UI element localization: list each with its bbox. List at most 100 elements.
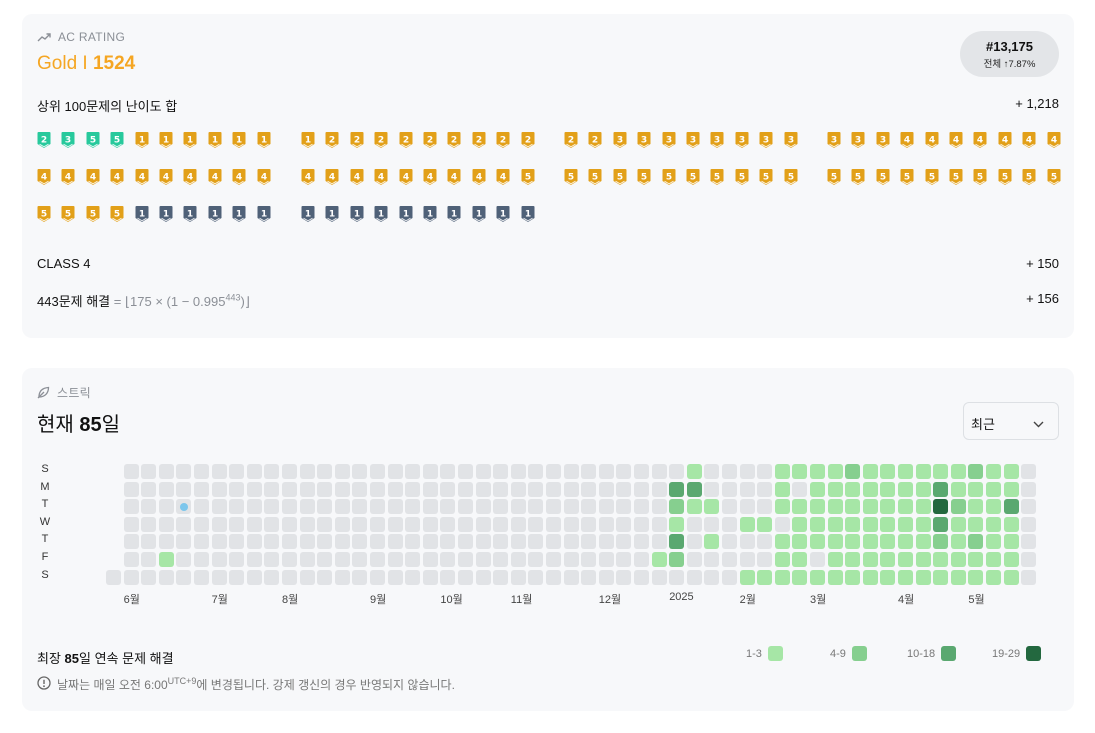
- streak-day-cell[interactable]: [422, 516, 438, 532]
- streak-day-cell[interactable]: [458, 534, 473, 550]
- streak-day-cell[interactable]: [405, 516, 421, 532]
- streak-day-cell[interactable]: [510, 464, 526, 479]
- streak-day-cell[interactable]: [246, 569, 262, 585]
- streak-day-cell[interactable]: [722, 516, 737, 532]
- streak-day-cell[interactable]: [352, 552, 368, 567]
- streak-day-cell[interactable]: [774, 481, 790, 497]
- tier-badge[interactable]: 4: [472, 169, 486, 185]
- streak-day-cell[interactable]: [950, 552, 966, 567]
- streak-day-cell[interactable]: [317, 464, 333, 479]
- streak-day-cell[interactable]: [282, 481, 297, 497]
- streak-day-cell[interactable]: [493, 534, 509, 550]
- streak-day-cell[interactable]: [827, 569, 843, 585]
- streak-day-cell[interactable]: [141, 516, 157, 532]
- streak-day-cell[interactable]: [862, 552, 878, 567]
- streak-day-cell[interactable]: [862, 516, 878, 532]
- streak-day-cell[interactable]: [669, 499, 685, 515]
- tier-badge[interactable]: 4: [900, 132, 914, 148]
- tier-badge[interactable]: 4: [399, 169, 413, 185]
- streak-day-cell[interactable]: [405, 499, 421, 515]
- streak-day-cell[interactable]: [792, 569, 808, 585]
- tier-badge[interactable]: 2: [374, 132, 388, 148]
- streak-day-cell[interactable]: [176, 481, 192, 497]
- tier-badge[interactable]: 4: [350, 169, 364, 185]
- streak-day-cell[interactable]: [686, 516, 702, 532]
- streak-day-cell[interactable]: [317, 516, 333, 532]
- tier-badge[interactable]: 4: [159, 169, 173, 185]
- streak-day-cell[interactable]: [915, 552, 931, 567]
- streak-day-cell[interactable]: [669, 534, 685, 550]
- tier-badge[interactable]: 3: [735, 132, 749, 148]
- streak-day-cell[interactable]: [986, 552, 1001, 567]
- streak-day-cell[interactable]: [528, 464, 544, 479]
- streak-day-cell[interactable]: [405, 534, 421, 550]
- streak-day-cell[interactable]: [704, 534, 720, 550]
- streak-day-cell[interactable]: [282, 552, 297, 567]
- streak-day-cell[interactable]: [299, 464, 315, 479]
- streak-day-cell[interactable]: [915, 481, 931, 497]
- streak-day-cell[interactable]: [898, 534, 913, 550]
- streak-day-cell[interactable]: [282, 569, 297, 585]
- streak-day-cell[interactable]: [827, 534, 843, 550]
- tier-badge[interactable]: 4: [998, 132, 1012, 148]
- streak-day-cell[interactable]: [792, 464, 808, 479]
- streak-day-cell[interactable]: [651, 499, 667, 515]
- streak-day-cell[interactable]: [581, 464, 597, 479]
- streak-day-cell[interactable]: [915, 534, 931, 550]
- streak-day-cell[interactable]: [722, 464, 737, 479]
- streak-day-cell[interactable]: [141, 569, 157, 585]
- tier-badge[interactable]: 3: [637, 132, 651, 148]
- tier-badge[interactable]: 4: [257, 169, 271, 185]
- streak-day-cell[interactable]: [1003, 499, 1019, 515]
- tier-badge[interactable]: 1: [472, 206, 486, 222]
- streak-day-cell[interactable]: [845, 481, 861, 497]
- streak-day-cell[interactable]: [757, 516, 773, 532]
- streak-day-cell[interactable]: [440, 569, 456, 585]
- streak-day-cell[interactable]: [862, 569, 878, 585]
- tier-badge[interactable]: 4: [1022, 132, 1036, 148]
- streak-day-cell[interactable]: [968, 464, 984, 479]
- streak-day-cell[interactable]: [405, 464, 421, 479]
- streak-day-cell[interactable]: [739, 516, 755, 532]
- streak-day-cell[interactable]: [933, 569, 949, 585]
- streak-day-cell[interactable]: [581, 481, 597, 497]
- streak-day-cell[interactable]: [387, 569, 403, 585]
- streak-day-cell[interactable]: [739, 569, 755, 585]
- tier-badge[interactable]: 1: [159, 206, 173, 222]
- streak-day-cell[interactable]: [229, 481, 245, 497]
- streak-day-cell[interactable]: [686, 499, 702, 515]
- streak-day-cell[interactable]: [739, 552, 755, 567]
- streak-day-cell[interactable]: [387, 516, 403, 532]
- streak-day-cell[interactable]: [317, 534, 333, 550]
- streak-day-cell[interactable]: [898, 552, 913, 567]
- streak-day-cell[interactable]: [686, 569, 702, 585]
- tier-badge[interactable]: 3: [851, 132, 865, 148]
- streak-day-cell[interactable]: [563, 569, 579, 585]
- streak-day-cell[interactable]: [581, 552, 597, 567]
- streak-day-cell[interactable]: [264, 464, 280, 479]
- streak-day-cell[interactable]: [387, 534, 403, 550]
- streak-day-cell[interactable]: [933, 499, 949, 515]
- streak-day-cell[interactable]: [1003, 481, 1019, 497]
- streak-day-cell[interactable]: [211, 552, 227, 567]
- streak-day-cell[interactable]: [810, 516, 825, 532]
- streak-day-cell[interactable]: [810, 534, 825, 550]
- tier-badge[interactable]: 5: [37, 206, 51, 222]
- streak-day-cell[interactable]: [810, 499, 825, 515]
- streak-day-cell[interactable]: [722, 534, 737, 550]
- streak-day-cell[interactable]: [352, 516, 368, 532]
- streak-day-cell[interactable]: [458, 464, 473, 479]
- streak-day-cell[interactable]: [880, 481, 896, 497]
- streak-day-cell[interactable]: [123, 552, 139, 567]
- streak-day-cell[interactable]: [334, 516, 350, 532]
- streak-day-cell[interactable]: [282, 516, 297, 532]
- streak-day-cell[interactable]: [792, 552, 808, 567]
- streak-day-cell[interactable]: [669, 464, 685, 479]
- streak-day-cell[interactable]: [616, 569, 632, 585]
- streak-day-cell[interactable]: [581, 534, 597, 550]
- streak-day-cell[interactable]: [757, 569, 773, 585]
- streak-day-cell[interactable]: [229, 464, 245, 479]
- streak-day-cell[interactable]: [299, 499, 315, 515]
- streak-day-cell[interactable]: [440, 481, 456, 497]
- streak-day-cell[interactable]: [774, 534, 790, 550]
